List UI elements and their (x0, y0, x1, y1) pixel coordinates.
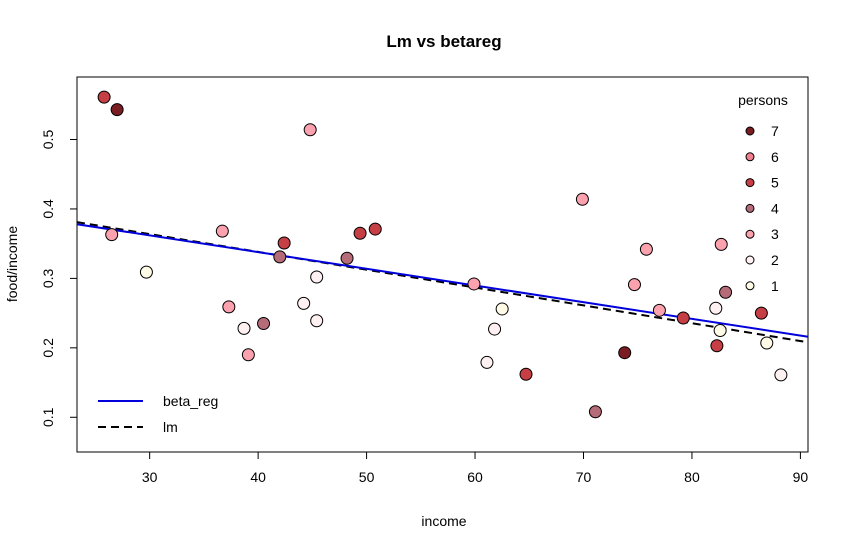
data-point (368, 222, 382, 236)
fit-line-beta-reg (76, 223, 809, 338)
legend-persons-label: 1 (771, 278, 779, 294)
data-point (488, 322, 502, 336)
data-point (303, 123, 317, 137)
legend-persons-title: persons (738, 92, 788, 108)
data-point (97, 90, 111, 104)
data-point (297, 296, 311, 310)
x-axis-label: income (421, 513, 466, 529)
data-point (714, 237, 728, 251)
legend-persons-marker (745, 229, 755, 239)
data-point (618, 346, 632, 360)
data-point (754, 306, 768, 320)
data-point (652, 303, 666, 317)
x-tick-label: 60 (467, 469, 483, 485)
data-point (353, 226, 367, 240)
x-tick-label: 40 (250, 469, 266, 485)
data-point (139, 265, 153, 279)
legend-persons-label: 3 (771, 226, 779, 242)
legend-lines-label: lm (163, 419, 178, 435)
data-point (222, 300, 236, 314)
legend-persons-marker (745, 126, 755, 136)
fit-lines (76, 221, 809, 344)
data-point (588, 405, 602, 419)
data-point (719, 285, 733, 299)
legend-persons-marker (745, 281, 755, 291)
data-point (273, 250, 287, 264)
y-tick-label: 0.4 (40, 199, 56, 219)
data-point (760, 336, 774, 350)
data-point (310, 314, 324, 328)
data-point (110, 103, 124, 117)
data-point (277, 236, 291, 250)
data-point (467, 277, 481, 291)
data-point (495, 302, 509, 316)
data-point (257, 317, 271, 331)
legend-persons-label: 6 (771, 149, 779, 165)
legend-persons-marker (745, 178, 755, 188)
data-point (310, 270, 324, 284)
data-point (215, 224, 229, 238)
data-point (237, 321, 251, 335)
y-axis: 0.1 0.2 0.3 0.4 0.5 (40, 130, 78, 427)
x-tick-label: 30 (142, 469, 158, 485)
data-point (710, 339, 724, 353)
legend-persons-label: 5 (771, 175, 779, 191)
data-point (519, 367, 533, 381)
chart-title: Lm vs betareg (386, 32, 501, 51)
data-point (575, 192, 589, 206)
data-point (627, 278, 641, 292)
x-tick-label: 80 (684, 469, 700, 485)
legend-persons-marker (745, 203, 755, 213)
data-point (676, 311, 690, 325)
y-tick-label: 0.1 (40, 407, 56, 427)
data-point (241, 348, 255, 362)
data-point (105, 228, 119, 242)
x-axis: 30 40 50 60 70 80 90 (142, 451, 809, 485)
data-point (774, 368, 788, 382)
data-point (340, 251, 354, 265)
legend-persons-marker (745, 152, 755, 162)
legend-persons: persons 7 6 5 4 3 2 1 (738, 92, 788, 294)
data-points (97, 90, 788, 419)
x-tick-label: 70 (576, 469, 592, 485)
legend-lines-label: beta_reg (163, 393, 218, 409)
data-point (709, 301, 723, 315)
legend-persons-label: 7 (771, 123, 779, 139)
y-tick-label: 0.2 (40, 338, 56, 358)
x-tick-label: 50 (359, 469, 375, 485)
legend-persons-marker (745, 255, 755, 265)
data-point (480, 355, 494, 369)
y-tick-label: 0.3 (40, 268, 56, 288)
legend-persons-label: 2 (771, 252, 779, 268)
y-tick-label: 0.5 (40, 130, 56, 150)
legend-persons-label: 4 (771, 200, 779, 216)
data-point (639, 242, 653, 256)
x-tick-label: 90 (793, 469, 809, 485)
data-point (713, 323, 727, 337)
y-axis-label: food/income (4, 226, 20, 302)
